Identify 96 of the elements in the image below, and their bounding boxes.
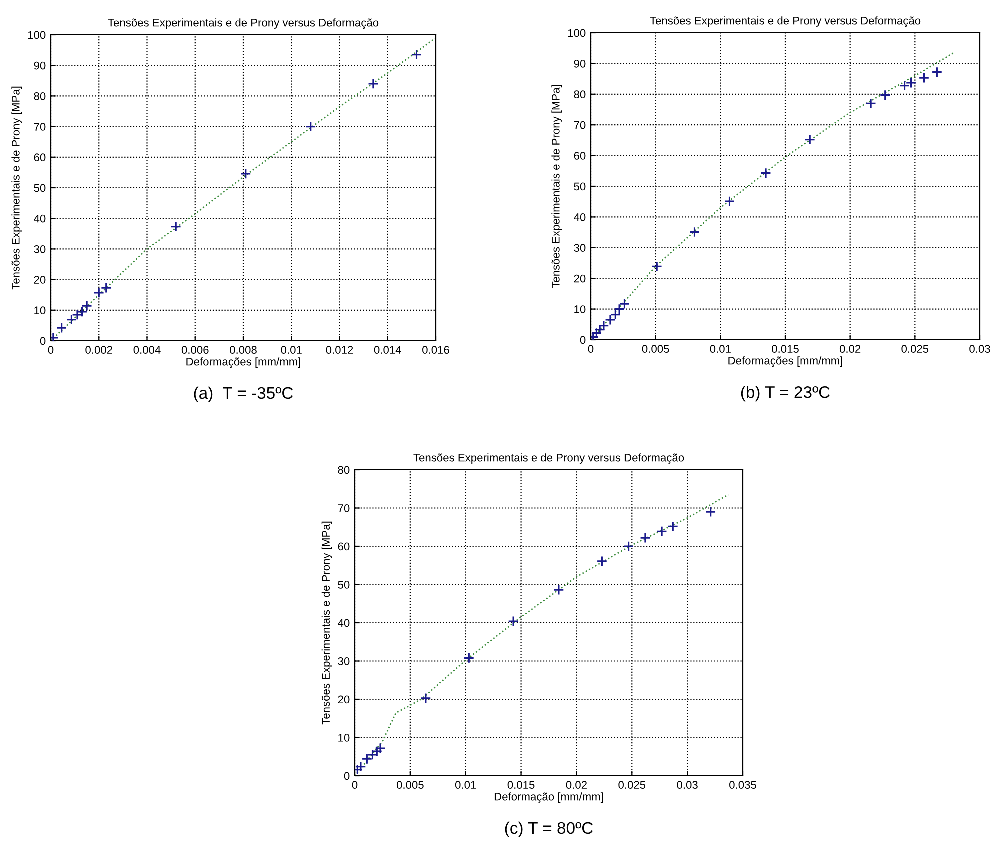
chart-title: Tensões Experimentais e de Prony versus Deformação xyxy=(650,16,921,28)
x-tick-label: 0 xyxy=(48,346,54,354)
point xyxy=(596,556,608,567)
x-axis-title: Deformação [mm/mm] xyxy=(494,792,604,804)
point xyxy=(464,652,475,664)
y-tick-label: 10 xyxy=(338,734,350,742)
point xyxy=(866,98,877,110)
point xyxy=(368,78,379,90)
y-axis-title: Tensões Experimentais e de Prony [MPa] xyxy=(552,85,562,288)
y-tick-label: 40 xyxy=(34,214,46,223)
point xyxy=(508,616,519,627)
x-axis-title: Deformações [mm/mm] xyxy=(186,358,300,368)
x-tick-label: 0.01 xyxy=(710,345,731,354)
y-tick-label: 40 xyxy=(338,619,350,628)
y-tick-label: 50 xyxy=(338,581,350,589)
point xyxy=(668,521,679,532)
y-tick-label: 50 xyxy=(574,182,586,191)
text: (c) T = 80ºC xyxy=(505,822,594,838)
y-tick-label: 90 xyxy=(34,62,46,70)
point xyxy=(804,134,816,146)
y-tick-label: 90 xyxy=(574,60,586,68)
y-tick-label: 60 xyxy=(338,542,350,551)
x-tick-label: 0.02 xyxy=(840,345,861,354)
point xyxy=(656,526,668,538)
point xyxy=(724,196,736,207)
y-tick-label: 80 xyxy=(338,466,350,474)
x-tick-label: 0 xyxy=(588,345,594,354)
text: (b) T = 23ºC xyxy=(741,386,830,402)
x-tick-label: 0.025 xyxy=(902,345,929,354)
line-series xyxy=(51,37,436,341)
x-tick-label: 0.002 xyxy=(86,346,112,354)
y-tick-label: 70 xyxy=(34,123,46,131)
x-tick-label: 0.01 xyxy=(455,781,476,790)
line-series xyxy=(355,494,730,776)
point xyxy=(689,226,700,238)
y-tick-label: 50 xyxy=(34,184,46,192)
x-tick-label: 0.005 xyxy=(396,781,424,790)
x-tick-label: 0 xyxy=(352,781,358,790)
x-tick-label: 0.014 xyxy=(374,346,402,354)
x-tick-label: 0.008 xyxy=(230,346,257,354)
y-tick-label: 100 xyxy=(568,29,586,38)
y-axis-title: Tensões Experimentais e de Prony [MPa] xyxy=(12,86,22,290)
chart-title: Tensões Experimentais e de Prony versus Deformação xyxy=(414,454,684,464)
y-tick-label: 60 xyxy=(574,152,586,160)
y-tick-label: 70 xyxy=(574,121,586,130)
point xyxy=(170,221,182,232)
y-tick-label: 0 xyxy=(40,337,46,346)
y-tick-label: 10 xyxy=(574,306,586,314)
x-tick-label: 0.012 xyxy=(326,346,354,354)
point xyxy=(652,261,663,272)
y-tick-label: 30 xyxy=(34,245,46,254)
y-axis-title: Tensões Experimentais e de Prony [MPa] xyxy=(322,522,332,725)
x-tick-label: 0.016 xyxy=(422,346,450,354)
y-tick-label: 0 xyxy=(580,336,586,344)
y-tick-label: 20 xyxy=(338,696,350,704)
text: (a) T = -35ºC xyxy=(194,386,294,402)
x-tick-label: 0.015 xyxy=(508,781,535,790)
point xyxy=(554,584,564,596)
line-series xyxy=(591,52,955,340)
x-tick-label: 0.025 xyxy=(618,781,646,790)
point xyxy=(880,90,891,101)
y-tick-label: 20 xyxy=(574,274,586,283)
y-tick-label: 80 xyxy=(574,90,586,99)
y-tick-label: 80 xyxy=(34,92,46,100)
x-axis-title: Deformações [mm/mm] xyxy=(728,356,842,368)
y-tick-label: 30 xyxy=(338,658,350,666)
point xyxy=(240,168,252,180)
point xyxy=(411,49,422,60)
point xyxy=(918,72,930,84)
point xyxy=(760,168,772,179)
y-tick-label: 30 xyxy=(574,244,586,252)
point xyxy=(305,121,316,132)
x-tick-label: 0.01 xyxy=(281,346,302,354)
x-tick-label: 0.004 xyxy=(134,346,161,354)
chart-title: Tensões Experimentais e de Prony versus Deformação xyxy=(108,18,379,30)
point xyxy=(375,743,386,754)
y-tick-label: 100 xyxy=(28,31,46,40)
x-tick-label: 0.02 xyxy=(566,781,587,790)
y-tick-label: 10 xyxy=(34,306,46,315)
point xyxy=(420,692,432,704)
point xyxy=(640,532,651,544)
point xyxy=(932,66,943,78)
x-tick-label: 0.005 xyxy=(642,345,670,354)
x-tick-label: 0.03 xyxy=(677,781,698,790)
x-tick-label: 0.006 xyxy=(182,346,209,354)
y-tick-label: 0 xyxy=(344,772,350,780)
point xyxy=(705,506,716,518)
point xyxy=(56,322,68,334)
x-tick-label: 0.015 xyxy=(772,345,799,354)
point xyxy=(623,541,634,552)
y-tick-label: 70 xyxy=(338,504,350,512)
y-tick-label: 40 xyxy=(574,213,586,222)
x-tick-label: 0.03 xyxy=(970,345,990,354)
x-tick-label: 0.035 xyxy=(730,781,756,790)
y-tick-label: 20 xyxy=(34,276,46,284)
y-tick-label: 60 xyxy=(34,154,46,162)
